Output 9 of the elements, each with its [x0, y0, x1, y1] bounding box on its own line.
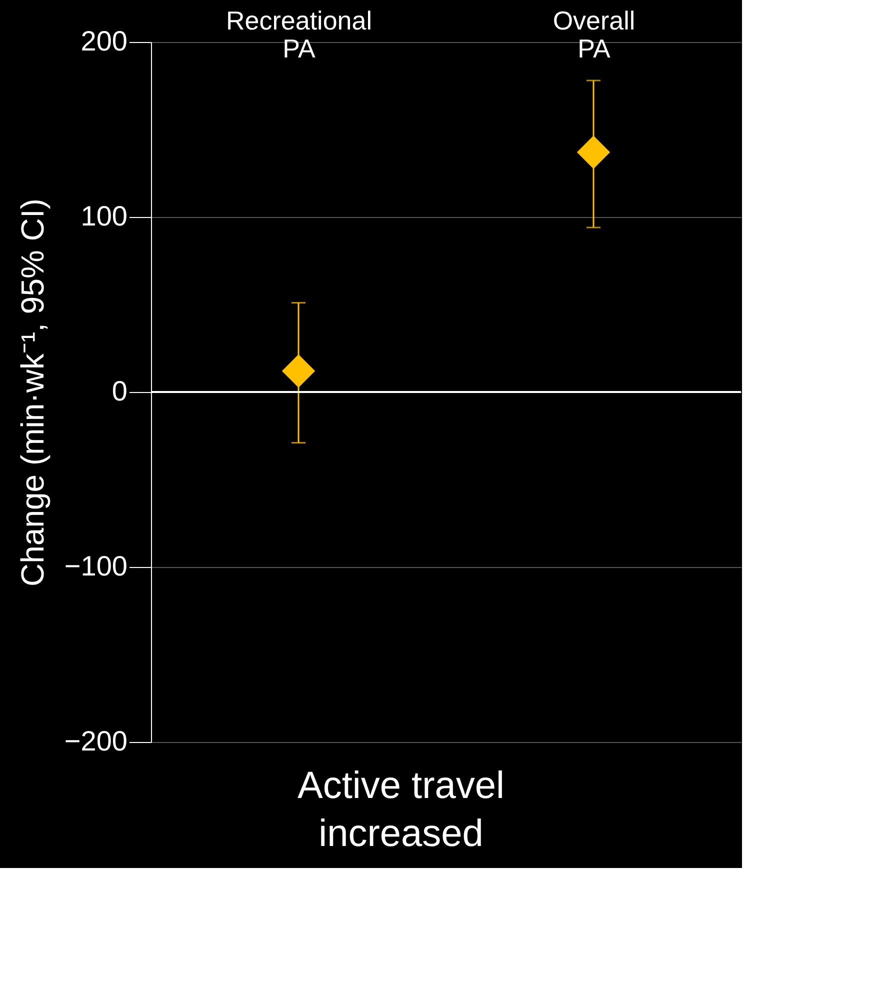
y-tick-label: 200 [80, 26, 128, 56]
y-tick-label: −200 [64, 726, 128, 756]
y-axis-title: Change (min·wk⁻¹, 95% CI) [14, 198, 50, 586]
x-tick-label: Overall PA [552, 6, 636, 64]
y-tick-label: 0 [112, 376, 128, 406]
x-tick-label: Recreational PA [226, 6, 372, 64]
y-tick-label: 100 [80, 200, 128, 232]
x-axis-title: Active travel increased [298, 765, 504, 855]
y-tick-label: −100 [64, 550, 128, 582]
